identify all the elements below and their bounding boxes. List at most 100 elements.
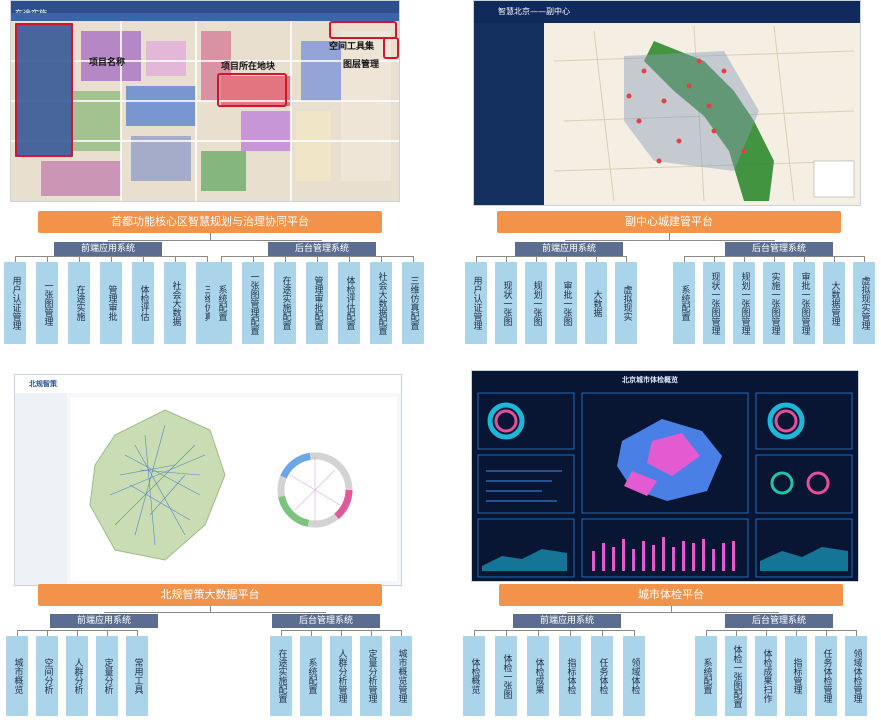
module-connector — [774, 256, 775, 262]
module-box: 大数据管理 — [823, 262, 845, 344]
module-connector — [766, 630, 767, 636]
module-box: 现状一张图管理 — [703, 262, 725, 344]
screenshot-core-area: 在途实施 项目名称 项目所在地块 空间工具集 图层管理 — [10, 0, 400, 202]
module-connector — [349, 256, 350, 262]
platform-title: 北规智策大数据平台 — [38, 584, 382, 606]
module-box: 指标管理 — [785, 636, 807, 716]
module-box: 管理审批 — [100, 262, 122, 344]
connector — [104, 612, 326, 613]
project-list — [15, 23, 73, 157]
connector — [565, 240, 775, 241]
module-box: 人群分析 — [66, 636, 88, 716]
module-connector — [221, 256, 222, 262]
project-list-highlight — [15, 23, 73, 157]
map-thumbnail — [11, 1, 399, 201]
callout-tools: 空间工具集 — [329, 42, 375, 52]
module-connector — [175, 256, 176, 262]
module-box: 规划一张图 — [525, 262, 547, 344]
module-connector — [714, 256, 715, 262]
panel-city-checkup: 北京城市体检概览 城市体检平台 前端应用系统 后台管理系统 体检概览 体检一张图体… — [441, 360, 881, 720]
group-frontend: 前端应用系统 — [54, 242, 162, 256]
group-frontend: 前端应用系统 — [50, 614, 158, 628]
group-backend: 后台管理系统 — [268, 242, 376, 256]
module-box: 管理审批配置 — [306, 262, 328, 344]
callout-layers: 图层管理 — [343, 60, 380, 70]
platform-title: 城市体检平台 — [499, 584, 843, 606]
module-box: 规划一张图管理 — [733, 262, 755, 344]
module-connector — [626, 256, 627, 262]
module-connector — [856, 630, 857, 636]
module-bracket — [474, 630, 634, 631]
module-connector — [506, 630, 507, 636]
group-frontend: 前端应用系统 — [513, 614, 621, 628]
module-connector — [804, 256, 805, 262]
panel-core-area: 在途实施 项目名称 项目所在地块 空间工具集 图层管理 首都功能核心区智慧规划与… — [0, 0, 440, 360]
app-title: 智慧北京——副中心 — [498, 7, 570, 16]
module-connector — [341, 630, 342, 636]
module-connector — [834, 256, 835, 262]
module-box: 人群分析管理 — [330, 636, 352, 716]
module-connector — [413, 256, 414, 262]
module-connector — [570, 630, 571, 636]
module-box: 实施一张图管理 — [763, 262, 785, 344]
layer-highlight — [383, 37, 399, 59]
module-box: 体检一张图 — [495, 636, 517, 716]
module-box: 定量分析管理 — [360, 636, 382, 716]
connector — [108, 240, 322, 241]
module-connector — [17, 630, 18, 636]
title-bar: 在途实施 — [11, 1, 399, 18]
module-box: 现状一张图 — [495, 262, 517, 344]
module-box: 审批一张图 — [555, 262, 577, 344]
module-box: 一张图管理配置 — [242, 262, 264, 344]
module-connector — [143, 256, 144, 262]
group-frontend: 前端应用系统 — [515, 242, 623, 256]
module-connector — [566, 256, 567, 262]
panel-big-data: 北规智策 北规智策大数据平台 前端应用系统 后台管理系统 城市概览 空间分析 人群分… — [0, 360, 440, 720]
module-connector — [15, 256, 16, 262]
module-box: 用户认证管理 — [4, 262, 26, 344]
network-thumbnail — [15, 375, 401, 585]
module-box: 社会大数据 — [164, 262, 186, 344]
group-backend: 后台管理系统 — [725, 242, 833, 256]
app-title: 北规智策 — [29, 380, 57, 388]
callout-project: 项目名称 — [89, 58, 126, 68]
module-connector — [311, 630, 312, 636]
group-backend: 后台管理系统 — [272, 614, 380, 628]
group-backend: 后台管理系统 — [725, 614, 833, 628]
module-box: 体检概览 — [463, 636, 485, 716]
module-connector — [111, 256, 112, 262]
module-connector — [536, 256, 537, 262]
module-connector — [381, 256, 382, 262]
module-box: 常用工具 — [126, 636, 148, 716]
module-bracket — [706, 630, 856, 631]
module-box: 虚拟现实管理 — [853, 262, 875, 344]
module-box: 在途实施 — [68, 262, 90, 344]
title-bar: 智慧北京——副中心 — [474, 1, 860, 23]
panel-sub-center: 智慧北京——副中心 副中心城建管平台 前端应用系统 后台管理系统 用户认证管理现… — [441, 0, 881, 360]
module-connector — [796, 630, 797, 636]
module-connector — [285, 256, 286, 262]
module-box: 空间分析 — [36, 636, 58, 716]
module-box: 体检评估 — [132, 262, 154, 344]
callout-plot: 项目所在地块 — [221, 62, 276, 72]
module-connector — [634, 630, 635, 636]
module-box: 城市概览管理 — [390, 636, 412, 716]
module-box: 体检成果扫作 — [755, 636, 777, 716]
module-box: 系统配置 — [300, 636, 322, 716]
module-connector — [826, 630, 827, 636]
module-box: 三维仿真配置 — [402, 262, 424, 344]
module-bracket — [476, 256, 626, 257]
module-connector — [736, 630, 737, 636]
module-connector — [864, 256, 865, 262]
module-connector — [401, 630, 402, 636]
module-connector — [684, 256, 685, 262]
module-box: 系统配置 — [210, 262, 232, 344]
connector — [671, 606, 672, 612]
map-thumbnail — [474, 1, 860, 205]
module-connector — [474, 630, 475, 636]
module-connector — [47, 256, 48, 262]
screenshot-big-data: 北规智策 — [14, 374, 402, 586]
module-box: 体检成果 — [527, 636, 549, 716]
module-connector — [506, 256, 507, 262]
module-box: 城市概览 — [6, 636, 28, 716]
